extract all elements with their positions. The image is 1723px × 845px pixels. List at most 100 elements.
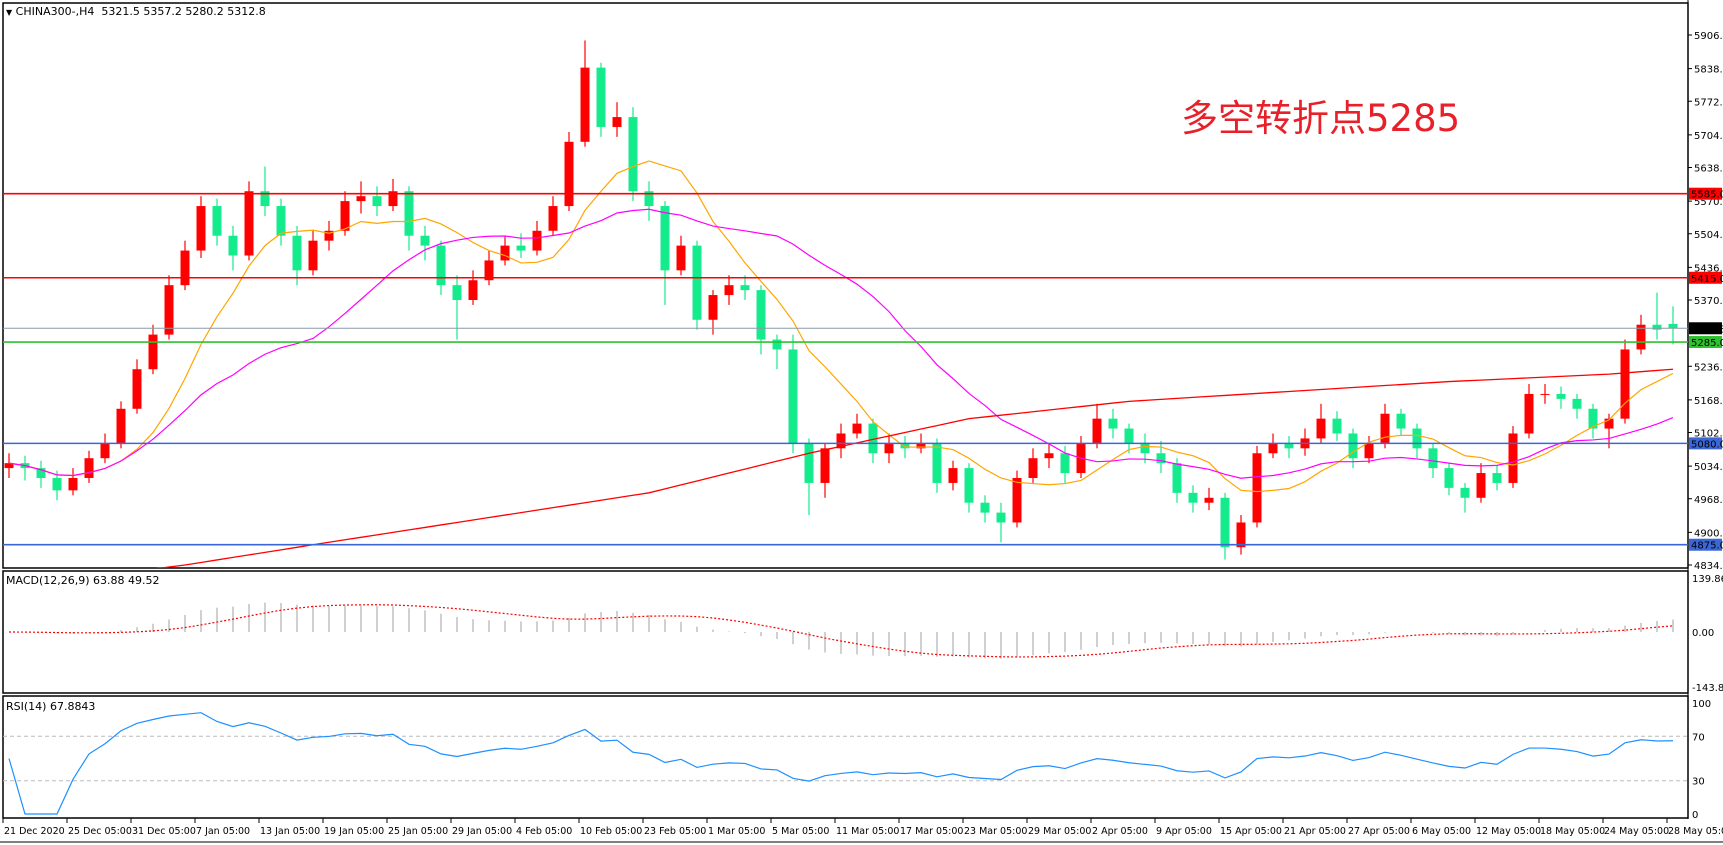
ma-mid-line: [8, 208, 1674, 479]
candle: [356, 181, 366, 214]
time-tick-label: 18 May 05:00: [1540, 826, 1605, 837]
candle: [804, 438, 814, 516]
candle: [132, 359, 142, 414]
time-tick-label: 28 May 05:00: [1668, 826, 1723, 837]
bullish-candle-body: [1364, 443, 1374, 459]
candle: [1236, 515, 1246, 555]
candle: [1508, 426, 1518, 488]
bearish-candle-body: [1396, 413, 1406, 429]
price-tick-label: 5436.0: [1694, 263, 1723, 274]
rsi-tick-label: 100: [1692, 699, 1711, 710]
candle: [484, 250, 494, 286]
bearish-candle-body: [1348, 433, 1358, 459]
bullish-candle-body: [836, 433, 846, 449]
price-tick-label: 4900.0: [1694, 528, 1723, 539]
candle: [84, 450, 94, 483]
support-level-tag: [1689, 538, 1722, 551]
bearish-candle-body: [1124, 428, 1134, 444]
bearish-candle-body: [1156, 453, 1166, 464]
bullish-candle-body: [1604, 418, 1614, 429]
bullish-candle-body: [324, 230, 334, 241]
bearish-candle-body: [1060, 453, 1070, 474]
candle: [116, 401, 126, 449]
candle: [100, 433, 110, 464]
price-tick-label: 5034.0: [1694, 462, 1723, 473]
candle: [164, 275, 174, 340]
time-tick-label: 9 Apr 05:00: [1156, 826, 1212, 837]
bearish-candle-body: [436, 245, 446, 286]
candle: [1540, 384, 1550, 404]
triangle-down-icon[interactable]: ▼: [6, 8, 13, 17]
rsi-panel-frame: [2, 695, 1689, 819]
candle: [756, 285, 766, 355]
bullish-candle-body: [820, 448, 830, 483]
bearish-candle-body: [980, 502, 990, 513]
candle: [596, 62, 606, 137]
time-tick-label: 7 Jan 05:00: [196, 826, 250, 837]
candle: [1188, 485, 1198, 513]
bearish-candle-body: [276, 206, 286, 236]
bearish-candle-body: [740, 285, 750, 291]
candle: [1572, 393, 1582, 419]
candle: [516, 233, 526, 258]
resistance-level-label: 5415.0: [1691, 274, 1723, 285]
candle: [1444, 463, 1454, 496]
bullish-candle-body: [1092, 418, 1102, 444]
bullish-candle-body: [164, 285, 174, 335]
bullish-candle-body: [884, 443, 894, 454]
candle: [772, 334, 782, 370]
bullish-candle-body: [68, 477, 78, 491]
candle: [996, 502, 1006, 543]
candle: [1044, 443, 1054, 469]
bullish-candle-body: [1204, 497, 1214, 503]
bearish-candle-body: [1652, 324, 1662, 330]
bearish-candle-body: [452, 285, 462, 300]
time-tick-label: 21 Apr 05:00: [1284, 826, 1346, 837]
resistance-level-tag: [1689, 187, 1722, 200]
bearish-candle-body: [1220, 497, 1230, 548]
price-tick-label: 5370.0: [1694, 296, 1723, 307]
price-tick-label: 4968.0: [1694, 495, 1723, 506]
candle: [740, 275, 750, 300]
rsi-tick-label: 70: [1692, 732, 1705, 743]
candle: [1492, 465, 1502, 491]
candle: [1396, 408, 1406, 436]
time-tick-label: 12 May 05:00: [1476, 826, 1541, 837]
bullish-candle-body: [580, 67, 590, 142]
candle: [180, 240, 190, 291]
bearish-candle-body: [964, 468, 974, 503]
ohlc-values: 5321.5 5357.2 5280.2 5312.8: [101, 5, 266, 18]
time-tick-label: 4 Feb 05:00: [516, 826, 572, 837]
time-tick-label: 21 Dec 2020: [4, 826, 65, 837]
bearish-candle-body: [212, 206, 222, 236]
candle: [244, 181, 254, 261]
support-level-tag: [1689, 437, 1722, 450]
time-tick-label: 1 Mar 05:00: [708, 826, 765, 837]
bullish-candle-body: [532, 230, 542, 251]
time-tick-label: 19 Jan 05:00: [324, 826, 384, 837]
bullish-candle-body: [4, 463, 14, 469]
bearish-candle-body: [788, 349, 798, 444]
bullish-candle-body: [612, 117, 622, 127]
candle: [52, 470, 62, 501]
bearish-candle-body: [1284, 443, 1294, 449]
bullish-candle-body: [148, 334, 158, 370]
rsi-tick-label: 30: [1692, 777, 1705, 788]
candle: [1556, 386, 1566, 409]
bullish-candle-body: [948, 468, 958, 483]
time-tick-label: 27 Apr 05:00: [1348, 826, 1410, 837]
bearish-candle-body: [1588, 408, 1598, 429]
candle: [1172, 458, 1182, 503]
candle: [68, 468, 78, 496]
macd-label: MACD(12,26,9) 63.88 49.52: [6, 574, 160, 587]
bearish-candle-body: [868, 423, 878, 454]
candle: [692, 240, 702, 330]
time-tick-label: 13 Jan 05:00: [260, 826, 320, 837]
bullish-candle-body: [356, 196, 366, 202]
bearish-candle-body: [1460, 487, 1470, 498]
price-tick-label: 5102.0: [1694, 429, 1723, 440]
time-tick-label: 31 Dec 05:00: [132, 826, 196, 837]
bullish-candle-body: [1636, 324, 1646, 350]
ma-fast-line: [8, 160, 1674, 493]
